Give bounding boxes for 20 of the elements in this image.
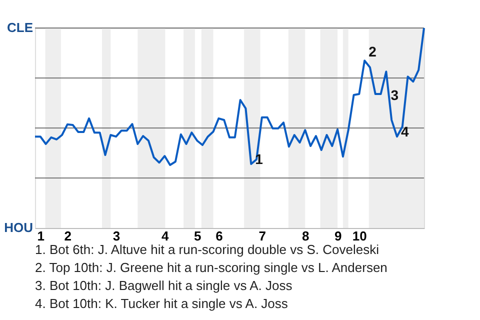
x-tick-label: 4: [162, 228, 170, 244]
text: 2. Top 10th: J. Greene hit a run-scoring single vs L. Andersen: [35, 260, 388, 275]
text: 3. Bot 10th: J. Bagwell hit a single vs A. Joss: [35, 278, 293, 293]
annotation: 2: [368, 44, 377, 60]
annotation: 4: [400, 124, 409, 140]
text: 4. Bot 10th: K. Tucker hit a single vs A. Joss: [35, 296, 288, 311]
x-tick-label: 10: [352, 228, 367, 244]
x-tick-label: 6: [216, 228, 223, 244]
x-tick-label: 7: [258, 228, 266, 244]
text: 1. Bot 6th: J. Altuve hit a run-scoring double vs S. Coveleski: [35, 242, 380, 257]
x-tick-label: 2: [64, 228, 72, 244]
annotation: 1: [255, 151, 264, 167]
x-tick-label: 1: [37, 228, 45, 244]
x-tick-label: 5: [194, 228, 202, 244]
x-tick-label: 3: [112, 228, 120, 244]
x-tick-label: 9: [334, 228, 342, 244]
text: CLE: [7, 20, 34, 35]
annotation: 3: [390, 87, 399, 103]
text: HOU: [4, 220, 33, 235]
x-tick-label: 8: [302, 228, 310, 244]
